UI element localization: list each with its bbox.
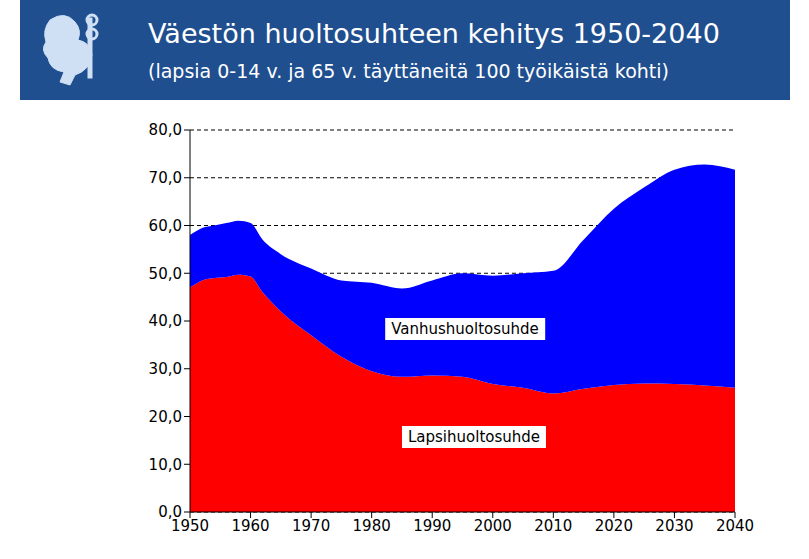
html-text:Lapsihuoltosuhde: Lapsihuoltosuhde: [408, 428, 540, 446]
svg-text:1970: 1970: [292, 517, 330, 535]
svg-text:2030: 2030: [655, 517, 693, 535]
svg-text:1960: 1960: [231, 517, 269, 535]
svg-text:80,0: 80,0: [149, 121, 182, 139]
svg-text:20,0: 20,0: [149, 408, 182, 426]
svg-text:1990: 1990: [413, 517, 451, 535]
svg-text:0,0: 0,0: [158, 503, 182, 521]
svg-text:30,0: 30,0: [149, 360, 182, 378]
html-text:(lapsia 0-14 v. ja 65 v. täytt: (lapsia 0-14 v. ja 65 v. täyttäneitä 100…: [148, 60, 669, 82]
svg-text:2040: 2040: [716, 517, 754, 535]
svg-text:1950: 1950: [170, 516, 210, 535]
svg-text:60,0: 60,0: [149, 217, 182, 235]
svg-text:70,0: 70,0: [149, 169, 182, 187]
html-text:Vanhushuoltosuhde: Vanhushuoltosuhde: [391, 320, 539, 338]
svg-text:1980: 1980: [353, 517, 391, 535]
svg-text:2010: 2010: [534, 517, 572, 535]
svg-text:2020: 2020: [595, 517, 633, 535]
html-text:Väestön huoltosuhteen kehitys: Väestön huoltosuhteen kehitys 1950-2040: [148, 18, 720, 49]
svg-text:10,0: 10,0: [149, 456, 182, 474]
svg-text:2000: 2000: [474, 517, 512, 535]
svg-text:40,0: 40,0: [149, 312, 182, 330]
svg-text:50,0: 50,0: [149, 265, 182, 283]
